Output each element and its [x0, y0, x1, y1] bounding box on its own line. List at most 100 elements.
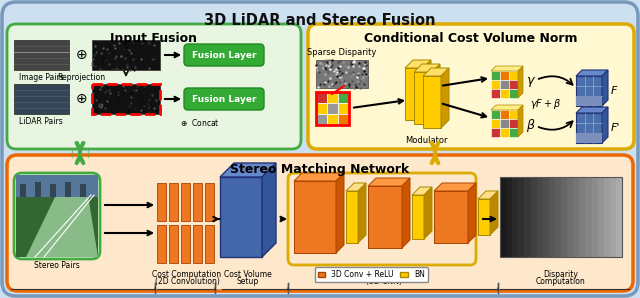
Polygon shape	[220, 163, 276, 177]
Polygon shape	[602, 107, 608, 143]
Bar	[500, 177, 507, 257]
Text: Cost Volume: Cost Volume	[224, 270, 272, 279]
Bar	[50, 184, 56, 197]
Polygon shape	[434, 183, 476, 191]
Text: Fusion Layer: Fusion Layer	[192, 94, 256, 103]
Bar	[316, 92, 349, 125]
Bar	[591, 177, 598, 257]
Bar	[316, 92, 327, 103]
Bar	[506, 177, 513, 257]
Bar	[586, 177, 593, 257]
Polygon shape	[336, 173, 344, 253]
FancyBboxPatch shape	[7, 24, 301, 149]
Bar	[338, 103, 349, 114]
Polygon shape	[412, 187, 432, 195]
Polygon shape	[434, 191, 468, 243]
Polygon shape	[423, 60, 431, 120]
Bar	[509, 128, 518, 137]
Text: Cost Computation: Cost Computation	[152, 270, 221, 279]
Text: Stereo Pairs: Stereo Pairs	[34, 261, 80, 270]
Bar	[500, 71, 509, 80]
Bar	[92, 84, 160, 114]
Bar	[509, 119, 518, 128]
Text: F: F	[611, 86, 618, 96]
FancyBboxPatch shape	[308, 24, 634, 149]
Bar	[567, 177, 574, 257]
Text: Setup: Setup	[237, 277, 259, 286]
Bar	[491, 128, 500, 137]
Bar	[579, 177, 586, 257]
Bar	[327, 103, 338, 114]
Bar	[573, 177, 580, 257]
Polygon shape	[576, 113, 602, 143]
Bar	[491, 80, 500, 89]
Text: Input Fusion: Input Fusion	[111, 32, 198, 45]
Bar	[338, 114, 349, 125]
Polygon shape	[500, 195, 534, 239]
Bar	[14, 84, 69, 114]
Bar	[491, 119, 500, 128]
Bar	[518, 177, 525, 257]
Text: Computation: Computation	[536, 277, 586, 286]
Bar	[500, 110, 509, 119]
Polygon shape	[424, 187, 432, 239]
Polygon shape	[518, 66, 523, 98]
Polygon shape	[414, 64, 440, 72]
Bar	[610, 177, 617, 257]
Bar	[169, 183, 178, 221]
Polygon shape	[423, 68, 449, 76]
Bar	[512, 177, 519, 257]
Bar	[616, 177, 623, 257]
Polygon shape	[294, 181, 336, 253]
Polygon shape	[518, 105, 523, 137]
Text: $\gamma$: $\gamma$	[526, 75, 536, 89]
Polygon shape	[412, 195, 424, 239]
Bar	[500, 177, 622, 257]
Bar	[205, 183, 214, 221]
Polygon shape	[405, 68, 423, 120]
Bar	[65, 182, 71, 197]
Polygon shape	[26, 195, 98, 257]
Bar	[92, 40, 160, 70]
Bar	[205, 225, 214, 263]
Bar	[316, 103, 327, 114]
Polygon shape	[346, 191, 358, 243]
Polygon shape	[220, 177, 262, 257]
Text: $\oplus$: $\oplus$	[75, 92, 87, 106]
Bar	[500, 89, 509, 98]
Text: Sparse Disparity: Sparse Disparity	[307, 48, 377, 57]
Polygon shape	[423, 76, 441, 128]
FancyBboxPatch shape	[184, 88, 264, 110]
Text: Stereo Matching Network: Stereo Matching Network	[230, 163, 410, 176]
Polygon shape	[346, 183, 366, 191]
Bar	[181, 183, 190, 221]
Polygon shape	[491, 66, 523, 71]
Polygon shape	[534, 187, 542, 239]
Polygon shape	[576, 76, 602, 106]
Text: F': F'	[611, 123, 620, 133]
Bar	[316, 60, 368, 88]
Bar	[561, 177, 568, 257]
Bar	[509, 80, 518, 89]
Text: $\oplus$: $\oplus$	[75, 48, 87, 62]
Bar	[80, 184, 86, 197]
Polygon shape	[478, 199, 490, 235]
Bar	[35, 182, 41, 197]
Bar	[543, 177, 550, 257]
Bar	[193, 183, 202, 221]
Bar	[491, 71, 500, 80]
Bar	[157, 183, 166, 221]
Bar	[14, 40, 69, 70]
Text: Image Pairs: Image Pairs	[19, 73, 63, 82]
FancyBboxPatch shape	[184, 44, 264, 66]
Text: $\beta$: $\beta$	[526, 117, 536, 134]
Bar	[169, 225, 178, 263]
Bar	[604, 177, 611, 257]
Bar	[491, 89, 500, 98]
FancyBboxPatch shape	[14, 173, 100, 259]
Bar	[16, 175, 98, 197]
Text: $\oplus$  Concat: $\oplus$ Concat	[180, 117, 220, 128]
Bar	[500, 80, 509, 89]
Text: 3D LiDAR and Stereo Fusion: 3D LiDAR and Stereo Fusion	[204, 13, 436, 28]
Text: LiDAR Pairs: LiDAR Pairs	[19, 117, 63, 126]
